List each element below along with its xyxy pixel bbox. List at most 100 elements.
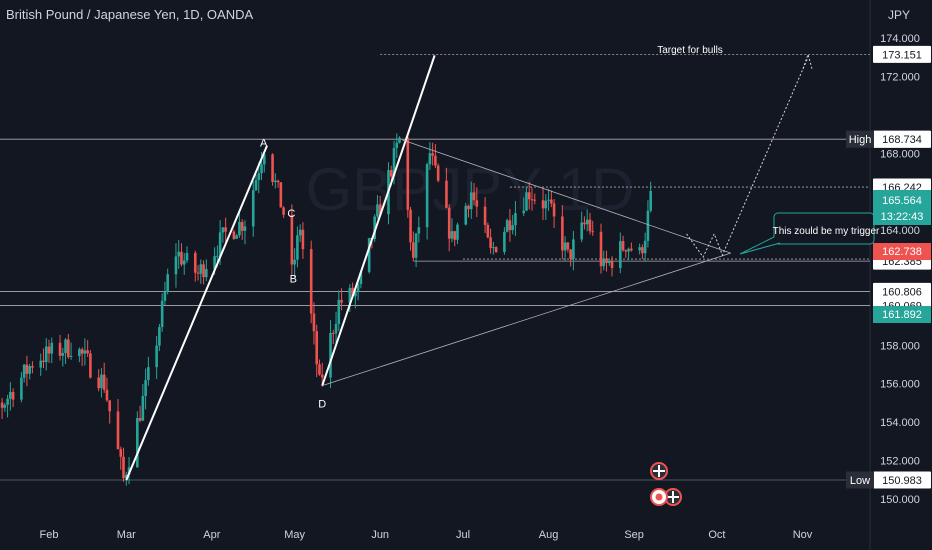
candle-body <box>583 222 586 225</box>
price-tags: 173.151168.734166.242162.492162.385160.8… <box>846 45 931 489</box>
candle-body <box>627 248 630 252</box>
candle-body <box>296 235 299 260</box>
projection-arrowhead <box>802 52 813 69</box>
time-tick-label: Oct <box>708 529 725 541</box>
candle-body <box>610 260 614 268</box>
candle-body <box>508 220 512 231</box>
candle-body <box>395 142 399 149</box>
candle-body <box>572 239 575 259</box>
candle-body <box>414 233 418 258</box>
candle-body <box>431 153 434 156</box>
japan-flag-sun <box>655 493 663 501</box>
candle-body <box>541 200 545 209</box>
candle-body <box>318 364 321 375</box>
candle-body <box>580 222 583 240</box>
price-tick-label: 174.000 <box>880 33 920 45</box>
time-tick-label: Mar <box>117 529 136 541</box>
trigger-annotation: This zould be my trigger <box>773 226 880 237</box>
candle-body <box>158 327 161 346</box>
candle-body <box>428 153 432 165</box>
candle-body <box>489 237 492 248</box>
candle-body <box>141 395 145 421</box>
candle-body <box>147 367 150 381</box>
calendar-events[interactable] <box>650 462 682 506</box>
green-price-box <box>873 306 931 323</box>
candle-body <box>108 400 112 412</box>
candle-body <box>11 391 15 400</box>
candle-body <box>312 313 316 332</box>
price-tick-label: 168.000 <box>880 148 920 160</box>
candle-body <box>469 192 473 210</box>
price-axis[interactable]: 174.000 172.000 168.000 164.000 158.000 156.0… <box>880 33 920 506</box>
candle-body <box>643 240 647 254</box>
high-price-tag-box <box>873 130 931 148</box>
price-tick-label: 172.000 <box>880 72 920 84</box>
candle-body <box>196 272 200 274</box>
triangle-upper-line <box>402 139 731 254</box>
candle-body <box>199 264 203 274</box>
candle-body <box>243 226 247 231</box>
candle-body <box>122 456 125 479</box>
candle-body <box>262 154 266 165</box>
candle-body <box>9 391 12 399</box>
candle-body <box>376 204 379 217</box>
candle-body <box>185 252 189 261</box>
projection-path <box>686 57 809 258</box>
candle-body <box>177 251 181 257</box>
candle-body <box>160 300 164 328</box>
currency-label: JPY <box>887 8 910 22</box>
candle-body <box>511 225 514 231</box>
candle-body <box>218 232 222 256</box>
candle-body <box>649 190 652 211</box>
candle-body <box>213 256 216 270</box>
candle-body <box>232 231 236 239</box>
candle-body <box>334 323 338 334</box>
candle-body <box>406 137 410 210</box>
candle-body <box>69 355 73 357</box>
current-price-box <box>873 190 931 225</box>
candle-body <box>119 449 123 457</box>
candle-body <box>238 221 241 236</box>
price-tick-label: 150.000 <box>880 494 920 506</box>
candle-body <box>202 264 205 278</box>
candle-body <box>293 259 296 265</box>
candle-body <box>638 247 641 251</box>
price-tag-label-box <box>873 282 931 300</box>
point-label-b: B <box>290 273 297 285</box>
candle-body <box>550 199 553 204</box>
high-label-box <box>846 130 874 148</box>
candle-body <box>514 213 517 226</box>
candle-body <box>547 199 550 201</box>
candlestick-series <box>0 133 652 486</box>
time-tick-label: Apr <box>203 529 220 541</box>
high-price-tag: 168.734 <box>882 134 922 146</box>
uk-flag-cross <box>667 491 679 503</box>
candle-body <box>533 199 537 201</box>
time-tick-label: Jun <box>371 529 389 541</box>
candle-body <box>279 182 283 208</box>
candle-body <box>389 170 393 177</box>
candle-body <box>464 205 468 225</box>
candle-body <box>257 173 261 181</box>
candle-body <box>373 216 376 240</box>
candle-body <box>630 248 633 251</box>
time-tick-label: Sep <box>624 529 644 541</box>
low-label: Low <box>850 475 870 487</box>
candle-body <box>331 332 335 334</box>
candle-body <box>434 155 437 166</box>
trigger-callout[interactable]: This zould be my trigger <box>739 212 880 255</box>
candle-body <box>136 418 139 468</box>
candle-body <box>205 269 208 278</box>
candle-body <box>525 192 528 211</box>
candle-body <box>351 287 354 297</box>
candle-body <box>276 180 280 183</box>
candle-body <box>398 137 401 143</box>
time-tick-label: Aug <box>539 529 559 541</box>
candle-body <box>58 342 62 356</box>
candle-body <box>174 256 178 275</box>
candle-body <box>44 346 48 363</box>
time-axis[interactable]: Feb Mar Apr May Jun Jul Aug Sep Oct Nov <box>40 529 813 541</box>
candle-body <box>329 332 332 378</box>
time-tick-label: May <box>284 529 305 541</box>
